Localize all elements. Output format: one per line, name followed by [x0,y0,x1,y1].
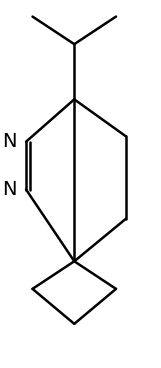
Text: N: N [2,132,16,151]
Text: N: N [2,180,16,199]
